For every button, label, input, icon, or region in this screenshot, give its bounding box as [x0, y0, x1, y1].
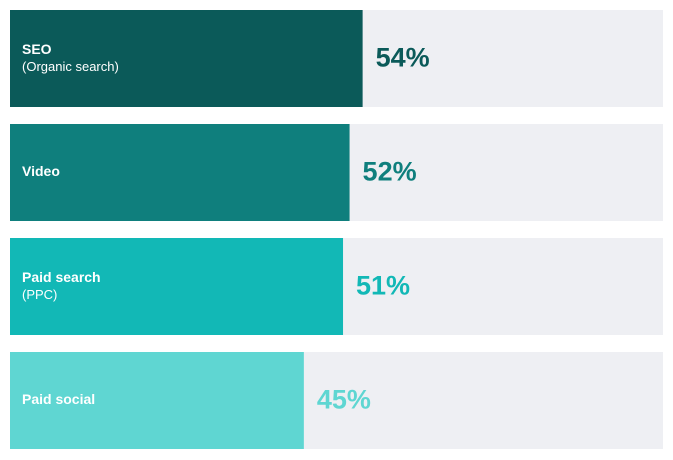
bar: [10, 352, 304, 449]
bar: [10, 124, 350, 221]
category-label: Paid social: [22, 391, 95, 407]
value-label: 45%: [317, 385, 371, 415]
value-label: 51%: [356, 271, 410, 301]
category-note: (PPC): [22, 287, 57, 302]
category-label: Paid search: [22, 269, 101, 285]
bar: [10, 10, 363, 107]
bar: [10, 238, 344, 335]
category-label: Video: [22, 163, 60, 179]
value-label: 54%: [376, 43, 430, 73]
value-label: 52%: [363, 157, 417, 187]
category-label: SEO: [22, 41, 52, 57]
category-note: (Organic search): [22, 59, 119, 74]
